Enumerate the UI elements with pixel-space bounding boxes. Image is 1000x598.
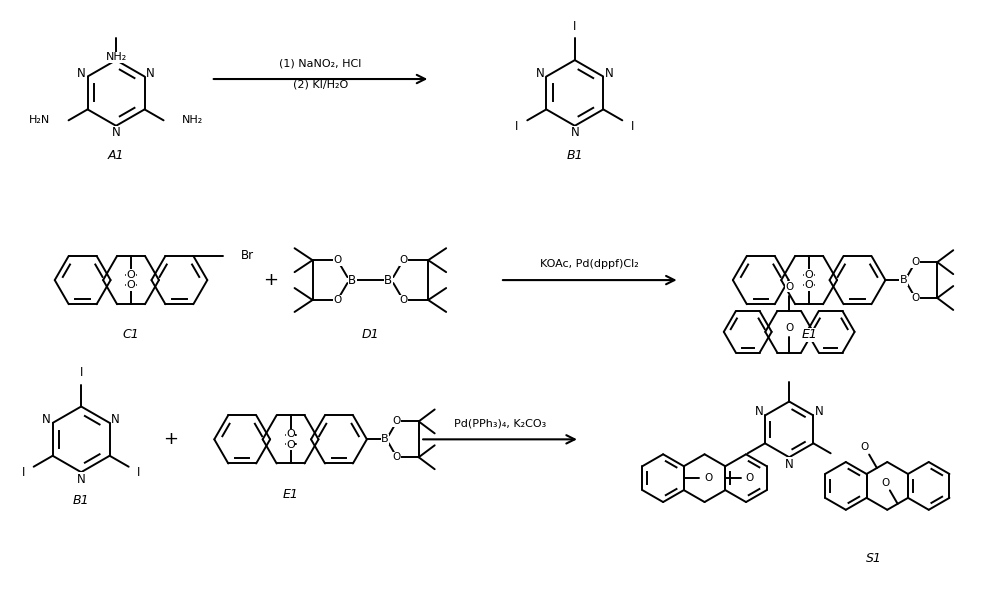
Text: N: N — [785, 457, 794, 471]
Text: KOAc, Pd(dppf)Cl₂: KOAc, Pd(dppf)Cl₂ — [540, 259, 639, 269]
Text: O: O — [393, 452, 401, 462]
Text: N: N — [112, 126, 120, 139]
Text: O: O — [127, 270, 135, 280]
Text: N: N — [146, 66, 155, 80]
Text: N: N — [815, 405, 824, 419]
Text: I: I — [515, 120, 519, 133]
Text: N: N — [570, 126, 579, 139]
Text: N: N — [77, 472, 86, 486]
Text: O: O — [805, 270, 814, 280]
Text: O: O — [399, 295, 407, 305]
Text: I: I — [631, 120, 634, 133]
Text: N: N — [111, 413, 120, 426]
Text: O: O — [333, 295, 342, 305]
Text: S1: S1 — [866, 553, 882, 565]
Text: +: + — [263, 271, 278, 289]
Text: C1: C1 — [123, 328, 139, 341]
Text: N: N — [605, 66, 614, 80]
Text: O: O — [286, 440, 295, 450]
Text: (1) NaNO₂, HCl: (1) NaNO₂, HCl — [279, 58, 362, 68]
Text: B: B — [381, 434, 389, 444]
Text: N: N — [42, 413, 51, 426]
Text: N: N — [536, 66, 545, 80]
Text: O: O — [127, 280, 135, 291]
Text: O: O — [704, 473, 712, 483]
Text: +: + — [163, 431, 178, 448]
Text: B: B — [384, 274, 392, 286]
Text: B: B — [348, 274, 356, 286]
Text: NH₂: NH₂ — [182, 115, 203, 126]
Text: O: O — [785, 282, 793, 292]
Text: O: O — [911, 257, 919, 267]
Text: D1: D1 — [362, 328, 379, 341]
Text: O: O — [286, 429, 295, 439]
Text: A1: A1 — [108, 149, 124, 162]
Text: NH₂: NH₂ — [105, 52, 127, 62]
Text: E1: E1 — [801, 328, 817, 341]
Text: H₂N: H₂N — [29, 115, 51, 126]
Text: B1: B1 — [566, 149, 583, 162]
Text: Br: Br — [241, 249, 254, 263]
Text: O: O — [393, 416, 401, 426]
Text: O: O — [911, 293, 919, 303]
Text: E1: E1 — [283, 487, 299, 501]
Text: I: I — [137, 466, 141, 479]
Text: N: N — [77, 66, 86, 80]
Text: B1: B1 — [73, 493, 89, 507]
Text: N: N — [755, 405, 763, 419]
Text: (2) KI/H₂O: (2) KI/H₂O — [293, 80, 348, 90]
Text: O: O — [785, 323, 793, 333]
Text: B: B — [900, 275, 907, 285]
Text: I: I — [573, 20, 576, 33]
Text: O: O — [881, 478, 889, 487]
Text: O: O — [746, 473, 754, 483]
Text: O: O — [333, 255, 342, 265]
Text: I: I — [22, 466, 25, 479]
Text: O: O — [805, 280, 814, 291]
Text: O: O — [861, 442, 869, 452]
Text: Pd(PPh₃)₄, K₂CO₃: Pd(PPh₃)₄, K₂CO₃ — [454, 419, 546, 428]
Text: O: O — [399, 255, 407, 265]
Text: I: I — [79, 366, 83, 379]
